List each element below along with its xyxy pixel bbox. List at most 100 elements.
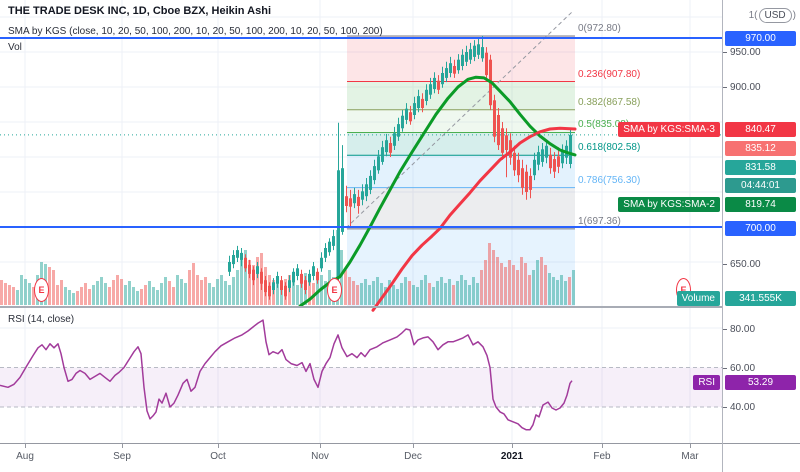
time-scale[interactable]: Aug Sep Oct Nov Dec 2021 Feb Mar <box>0 443 800 472</box>
candle-body <box>272 282 275 290</box>
candle-body <box>529 175 532 190</box>
candle-body <box>240 252 243 260</box>
time-label: Nov <box>311 451 329 462</box>
volume-bar <box>240 255 243 305</box>
volume-bar <box>424 275 427 305</box>
candle-body <box>469 49 472 60</box>
candle-body <box>497 115 500 146</box>
candle-body <box>353 194 356 204</box>
volume-bar <box>500 263 503 305</box>
volume-bar <box>172 287 175 305</box>
price-scale[interactable]: 1( USD ) 950.00 900.00 650.00 80.00 60.00 40.… <box>723 0 800 443</box>
price-label-chip[interactable]: 819.74 <box>725 197 796 212</box>
candle-body <box>288 280 291 288</box>
volume-bar <box>184 283 187 305</box>
price-label-chip[interactable]: 04:44:01 <box>725 178 796 193</box>
volume-bar <box>516 270 519 305</box>
fib-level-label: 0(972.80) <box>578 23 621 35</box>
price-label-chip[interactable]: 840.47 <box>725 122 796 137</box>
volume-bar <box>392 285 395 305</box>
volume-bar <box>412 285 415 305</box>
volume-bar <box>440 277 443 305</box>
candle-body <box>485 52 488 76</box>
indicator-name-chip[interactable]: RSI <box>693 375 720 390</box>
volume-bar <box>496 257 499 305</box>
candle-body <box>409 112 412 122</box>
sma-indicator-legend[interactable]: SMA by KGS (close, 10, 20, 50, 100, 200,… <box>8 26 383 37</box>
volume-bar <box>148 281 151 305</box>
candle-body <box>256 266 259 274</box>
currency-pill[interactable]: USD <box>758 8 792 23</box>
candle-body <box>357 196 360 206</box>
candle-body <box>373 166 376 181</box>
volume-bar <box>512 265 515 305</box>
candle-body <box>477 44 480 55</box>
rsi-legend[interactable]: RSI (14, close) <box>8 314 75 325</box>
volume-legend[interactable]: Vol <box>8 42 22 53</box>
candle-body <box>296 268 299 276</box>
price-label-chip[interactable]: 700.00 <box>725 221 796 236</box>
candle-body <box>513 152 516 171</box>
sma-red-line <box>371 126 577 312</box>
axis-tick: 80.00 <box>723 323 755 335</box>
volume-bar <box>108 287 111 305</box>
volume-bar <box>16 290 19 305</box>
candle-body <box>304 280 307 290</box>
volume-bar <box>544 265 547 305</box>
candle-body <box>345 196 348 206</box>
price-label-chip[interactable]: 970.00 <box>725 31 796 46</box>
volume-bar <box>404 277 407 305</box>
volume-bar <box>292 281 295 305</box>
rsi-band <box>0 367 722 407</box>
volume-bar <box>432 287 435 305</box>
volume-bar <box>388 280 391 305</box>
volume-bar <box>224 281 227 305</box>
candle-body <box>312 266 315 276</box>
volume-bar <box>112 280 115 305</box>
price-label-chip[interactable]: 53.29 <box>725 375 796 390</box>
volume-bar <box>152 287 155 305</box>
volume-bar <box>324 281 327 305</box>
earnings-marker-icon[interactable]: E <box>34 278 49 302</box>
indicator-name-chip[interactable]: SMA by KGS:SMA-3 <box>618 122 720 137</box>
volume-bar <box>208 283 211 305</box>
volume-bar <box>504 267 507 305</box>
candle-body <box>421 98 424 108</box>
earnings-marker-icon[interactable]: E <box>327 278 342 302</box>
volume-bar <box>484 260 487 305</box>
volume-bar <box>24 279 27 305</box>
volume-bar <box>48 267 51 305</box>
indicator-name-chip[interactable]: Volume <box>676 291 720 306</box>
volume-bar <box>572 270 575 305</box>
volume-bar <box>352 281 355 305</box>
price-label-chip[interactable]: 835.12 <box>725 141 796 156</box>
time-label: Oct <box>210 451 226 462</box>
volume-bar <box>256 257 259 305</box>
volume-bar <box>180 279 183 305</box>
fib-level-label: 0.5(835.08) <box>578 119 630 131</box>
candle-body <box>292 271 295 283</box>
chart-canvas[interactable] <box>0 0 722 443</box>
fib-band <box>347 109 575 133</box>
price-label-chip[interactable]: 341.555K <box>725 291 796 306</box>
time-label: Mar <box>681 451 699 462</box>
fib-level-label: 0.236(907.80) <box>578 68 641 80</box>
indicator-name-chip[interactable]: SMA by KGS:SMA-2 <box>618 197 720 212</box>
candle-body <box>429 84 432 95</box>
volume-bar <box>444 283 447 305</box>
volume-bar <box>12 287 15 305</box>
volume-bar <box>492 250 495 305</box>
volume-bar <box>124 285 127 305</box>
time-label: 2021 <box>500 451 524 462</box>
price-label-chip[interactable]: 831.58 <box>725 160 796 175</box>
candle-body <box>505 135 508 150</box>
candle-body <box>413 103 416 115</box>
volume-bar <box>56 285 59 305</box>
volume-bar <box>552 277 555 305</box>
symbol-title[interactable]: THE TRADE DESK INC, 1D, Cboe BZX, Heikin… <box>8 5 272 17</box>
currency-toggle[interactable]: 1( USD ) <box>749 8 796 23</box>
volume-bar <box>532 270 535 305</box>
volume-bar <box>436 281 439 305</box>
volume-bar <box>460 275 463 305</box>
volume-bar <box>8 285 11 305</box>
